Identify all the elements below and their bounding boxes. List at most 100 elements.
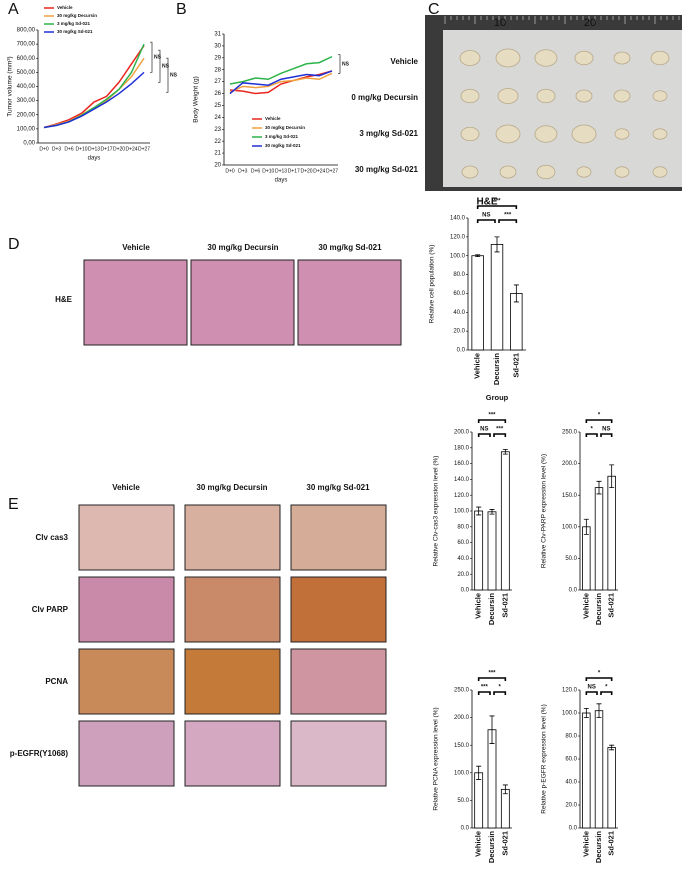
error-bar: [489, 715, 495, 744]
y-tick-label: 20.0: [457, 572, 469, 578]
significance-bracket: [476, 205, 518, 209]
y-tick-label: 120.0: [450, 234, 466, 240]
x-tick-label: D+0: [225, 168, 235, 174]
legend-label: 30 mg/kg Decursin: [57, 13, 97, 18]
tumor: [575, 89, 593, 103]
y-tick-label: 100.0: [562, 711, 578, 717]
legend-label: 30 mg/kg Sd-021: [265, 143, 301, 148]
column-label: 30 mg/kg Decursin: [207, 243, 278, 252]
significance-label: NS: [154, 55, 162, 61]
x-tick-label: D+17: [100, 146, 112, 152]
y-tick-label: 30: [214, 43, 221, 49]
x-tick-label: Decursin: [594, 831, 603, 864]
significance-bracket: [585, 677, 613, 681]
y-tick-label: 400,00: [17, 84, 36, 90]
significance-bracket: [498, 219, 518, 223]
bar: [487, 511, 497, 591]
y-tick-label: 140.0: [454, 477, 470, 483]
tumor: [576, 166, 592, 178]
significance-bracket: [477, 433, 491, 437]
tumor: [613, 51, 631, 65]
x-tick-label: D+20: [300, 168, 312, 174]
x-tick-label: Decursin: [594, 593, 603, 626]
x-tick-label: Decursin: [487, 593, 496, 626]
x-tick-label: Sd-021: [500, 831, 509, 856]
significance-label: NS: [480, 427, 488, 433]
y-tick-label: 60.0: [565, 757, 577, 763]
x-tick-label: Vehicle: [474, 593, 483, 619]
x-axis-label: Group: [486, 393, 509, 402]
significance-label: NS: [482, 213, 490, 219]
tumor: [536, 164, 556, 180]
tumor: [495, 48, 521, 68]
panel-label: B: [176, 1, 187, 18]
tumor: [613, 89, 631, 103]
x-tick-label: Vehicle: [581, 593, 590, 619]
histology-image: [184, 720, 281, 787]
significance-label: NS: [342, 61, 350, 67]
significance-bracket: [585, 419, 613, 423]
y-tick-label: 20: [214, 163, 221, 169]
histology-image: [78, 648, 175, 715]
y-tick-label: 26: [214, 91, 221, 97]
bar: [607, 747, 616, 829]
row-label: Clv PARP: [32, 605, 69, 614]
y-axis-label: Relative p-EGFR expression level (%): [541, 704, 548, 813]
histology-image: [290, 720, 387, 787]
significance-bracket: [338, 54, 341, 74]
series-line: [43, 45, 145, 129]
y-tick-label: 0.0: [461, 588, 470, 594]
y-tick-label: 0.0: [569, 588, 578, 594]
y-tick-label: 23: [214, 127, 221, 133]
y-axis-label: Tumor volume (mm³): [7, 56, 14, 116]
x-tick-label: Sd-021: [607, 831, 616, 856]
x-tick-label: Vehicle: [581, 831, 590, 857]
legend-label: 30 mg/kg Sd-021: [57, 29, 93, 34]
legend-label: 30 mg/kg Decursin: [265, 125, 305, 130]
significance-label: ***: [504, 213, 512, 219]
y-tick-label: 24: [214, 115, 221, 121]
tumor: [652, 166, 668, 178]
significance-bracket: [166, 57, 169, 93]
row-label: Clv cas3: [36, 533, 69, 542]
error-bar: [609, 744, 615, 751]
bar: [500, 788, 510, 829]
x-tick-label: D+0: [39, 146, 49, 152]
y-tick-label: 20.0: [453, 329, 465, 335]
column-label: 30 mg/kg Decursin: [196, 483, 267, 492]
tumor: [497, 88, 519, 104]
bar: [474, 772, 484, 829]
y-tick-label: 180.0: [454, 445, 470, 451]
histology-image: [184, 648, 281, 715]
tumor: [460, 126, 480, 142]
error-bar: [476, 765, 482, 780]
x-tick-label: D+24: [125, 146, 137, 152]
x-tick-label: D+13: [88, 146, 100, 152]
histology-image: [78, 576, 175, 643]
x-tick-label: Sd-021: [500, 593, 509, 618]
histology-image: [184, 576, 281, 643]
y-tick-label: 500,00: [17, 70, 36, 76]
significance-bracket: [150, 41, 153, 73]
y-tick-label: 29: [214, 55, 221, 61]
photo-row-label: 0 mg/kg Decursin: [351, 93, 418, 102]
y-tick-label: 0.0: [457, 348, 466, 354]
histology-image: [290, 648, 387, 715]
y-tick-label: 100,00: [17, 126, 36, 132]
series-line: [43, 71, 145, 129]
tumor: [614, 166, 630, 178]
y-tick-label: 160.0: [454, 461, 470, 467]
series-line: [229, 55, 333, 85]
y-tick-label: 600,00: [17, 56, 36, 62]
tumor: [534, 49, 558, 67]
significance-bracket: [585, 433, 598, 437]
histology-image: [78, 720, 175, 787]
bar: [607, 475, 616, 591]
y-tick-label: 200.0: [562, 461, 578, 467]
y-tick-label: 40.0: [453, 310, 465, 316]
y-tick-label: 50.0: [457, 798, 469, 804]
error-bar: [502, 448, 508, 455]
y-tick-label: 0.0: [461, 826, 470, 832]
significance-bracket: [600, 691, 613, 695]
